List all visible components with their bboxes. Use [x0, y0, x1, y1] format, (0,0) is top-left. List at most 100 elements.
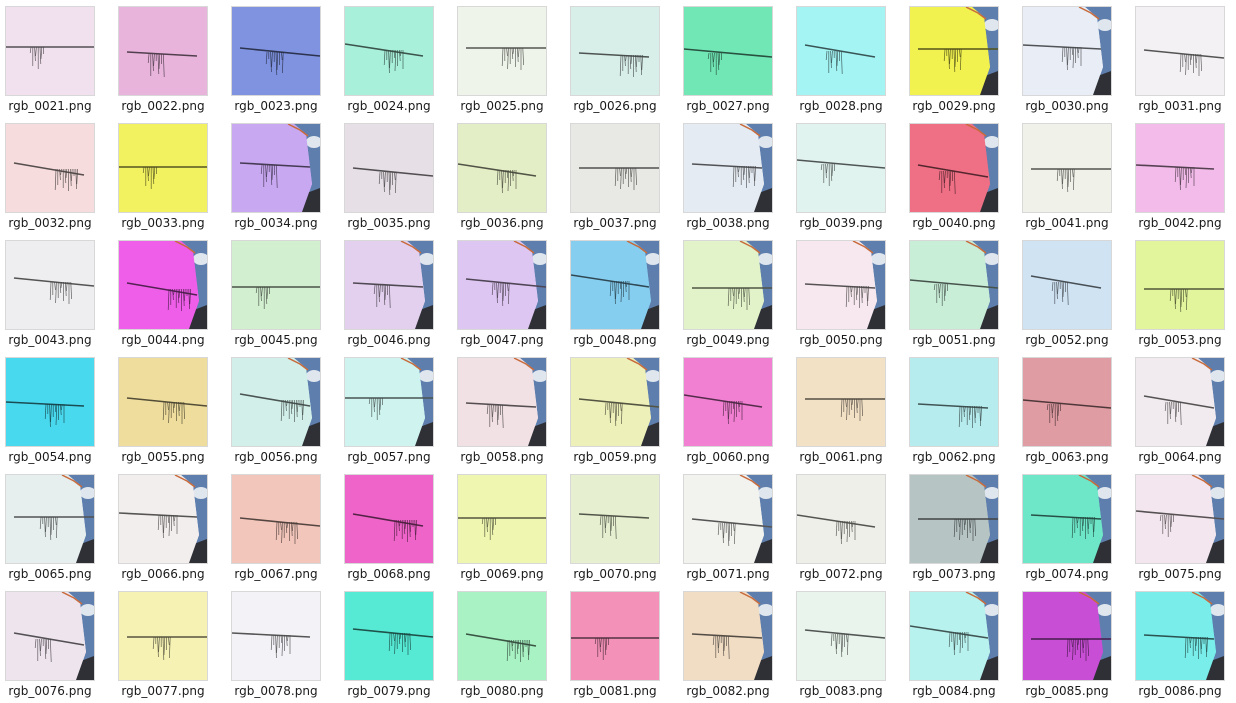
- file-item[interactable]: rgb_0079.png: [322, 591, 435, 703]
- file-thumbnail[interactable]: [344, 591, 434, 681]
- file-item[interactable]: rgb_0062.png: [887, 357, 1000, 474]
- file-item[interactable]: rgb_0084.png: [887, 591, 1000, 703]
- file-item[interactable]: rgb_0074.png: [1000, 474, 1113, 591]
- file-thumbnail[interactable]: [118, 123, 208, 213]
- file-item[interactable]: rgb_0082.png: [661, 591, 774, 703]
- file-thumbnail[interactable]: [570, 6, 660, 96]
- file-thumbnail[interactable]: [118, 240, 208, 330]
- file-thumbnail[interactable]: [683, 6, 773, 96]
- file-item[interactable]: rgb_0051.png: [887, 240, 1000, 357]
- file-thumbnail[interactable]: [1022, 474, 1112, 564]
- file-item[interactable]: rgb_0076.png: [0, 591, 96, 703]
- file-item[interactable]: rgb_0025.png: [435, 6, 548, 123]
- file-thumbnail[interactable]: [118, 474, 208, 564]
- file-item[interactable]: rgb_0060.png: [661, 357, 774, 474]
- file-thumbnail[interactable]: [1022, 357, 1112, 447]
- file-item[interactable]: rgb_0038.png: [661, 123, 774, 240]
- file-thumbnail[interactable]: [909, 6, 999, 96]
- file-item[interactable]: rgb_0069.png: [435, 474, 548, 591]
- file-thumbnail[interactable]: [1135, 240, 1225, 330]
- file-thumbnail[interactable]: [231, 357, 321, 447]
- file-thumbnail[interactable]: [231, 6, 321, 96]
- file-thumbnail[interactable]: [457, 591, 547, 681]
- file-item[interactable]: rgb_0066.png: [96, 474, 209, 591]
- file-thumbnail[interactable]: [683, 357, 773, 447]
- file-thumbnail[interactable]: [683, 123, 773, 213]
- file-thumbnail[interactable]: [570, 357, 660, 447]
- file-item[interactable]: rgb_0056.png: [209, 357, 322, 474]
- file-thumbnail[interactable]: [796, 6, 886, 96]
- file-item[interactable]: rgb_0058.png: [435, 357, 548, 474]
- file-thumbnail[interactable]: [570, 591, 660, 681]
- file-thumbnail[interactable]: [570, 123, 660, 213]
- file-thumbnail[interactable]: [1022, 591, 1112, 681]
- file-thumbnail[interactable]: [1022, 6, 1112, 96]
- file-thumbnail[interactable]: [796, 474, 886, 564]
- file-item[interactable]: rgb_0031.png: [1113, 6, 1226, 123]
- file-item[interactable]: rgb_0081.png: [548, 591, 661, 703]
- file-item[interactable]: rgb_0044.png: [96, 240, 209, 357]
- file-item[interactable]: rgb_0073.png: [887, 474, 1000, 591]
- file-thumbnail[interactable]: [1135, 591, 1225, 681]
- file-thumbnail[interactable]: [344, 240, 434, 330]
- file-thumbnail[interactable]: [796, 123, 886, 213]
- file-item[interactable]: rgb_0030.png: [1000, 6, 1113, 123]
- file-item[interactable]: rgb_0049.png: [661, 240, 774, 357]
- file-thumbnail[interactable]: [457, 357, 547, 447]
- file-item[interactable]: rgb_0077.png: [96, 591, 209, 703]
- file-item[interactable]: rgb_0028.png: [774, 6, 887, 123]
- file-thumbnail[interactable]: [796, 591, 886, 681]
- file-thumbnail[interactable]: [231, 474, 321, 564]
- file-item[interactable]: rgb_0061.png: [774, 357, 887, 474]
- file-thumbnail[interactable]: [344, 123, 434, 213]
- file-item[interactable]: rgb_0063.png: [1000, 357, 1113, 474]
- file-thumbnail[interactable]: [909, 357, 999, 447]
- file-item[interactable]: rgb_0083.png: [774, 591, 887, 703]
- file-thumbnail[interactable]: [5, 591, 95, 681]
- file-item[interactable]: rgb_0035.png: [322, 123, 435, 240]
- file-item[interactable]: rgb_0040.png: [887, 123, 1000, 240]
- file-thumbnail[interactable]: [344, 357, 434, 447]
- file-thumbnail[interactable]: [796, 357, 886, 447]
- file-thumbnail[interactable]: [457, 123, 547, 213]
- file-item[interactable]: rgb_0046.png: [322, 240, 435, 357]
- file-thumbnail[interactable]: [1022, 123, 1112, 213]
- file-item[interactable]: rgb_0041.png: [1000, 123, 1113, 240]
- file-item[interactable]: rgb_0027.png: [661, 6, 774, 123]
- file-thumbnail[interactable]: [457, 474, 547, 564]
- file-thumbnail[interactable]: [231, 123, 321, 213]
- file-thumbnail[interactable]: [118, 591, 208, 681]
- file-thumbnail[interactable]: [5, 6, 95, 96]
- file-item[interactable]: rgb_0053.png: [1113, 240, 1226, 357]
- file-thumbnail[interactable]: [796, 240, 886, 330]
- file-thumbnail[interactable]: [909, 591, 999, 681]
- file-thumbnail[interactable]: [344, 6, 434, 96]
- file-item[interactable]: rgb_0065.png: [0, 474, 96, 591]
- file-item[interactable]: rgb_0043.png: [0, 240, 96, 357]
- file-thumbnail[interactable]: [1135, 357, 1225, 447]
- file-item[interactable]: rgb_0048.png: [548, 240, 661, 357]
- file-item[interactable]: rgb_0039.png: [774, 123, 887, 240]
- file-item[interactable]: rgb_0054.png: [0, 357, 96, 474]
- file-thumbnail[interactable]: [231, 591, 321, 681]
- file-item[interactable]: rgb_0024.png: [322, 6, 435, 123]
- file-thumbnail[interactable]: [1135, 123, 1225, 213]
- file-thumbnail[interactable]: [457, 240, 547, 330]
- file-thumbnail[interactable]: [5, 240, 95, 330]
- file-item[interactable]: rgb_0050.png: [774, 240, 887, 357]
- file-item[interactable]: rgb_0032.png: [0, 123, 96, 240]
- file-item[interactable]: rgb_0057.png: [322, 357, 435, 474]
- file-thumbnail[interactable]: [570, 240, 660, 330]
- file-thumbnail[interactable]: [231, 240, 321, 330]
- file-thumbnail[interactable]: [570, 474, 660, 564]
- file-item[interactable]: rgb_0071.png: [661, 474, 774, 591]
- file-item[interactable]: rgb_0021.png: [0, 6, 96, 123]
- file-item[interactable]: rgb_0085.png: [1000, 591, 1113, 703]
- file-item[interactable]: rgb_0072.png: [774, 474, 887, 591]
- file-item[interactable]: rgb_0023.png: [209, 6, 322, 123]
- file-item[interactable]: rgb_0068.png: [322, 474, 435, 591]
- file-item[interactable]: rgb_0080.png: [435, 591, 548, 703]
- file-thumbnail[interactable]: [5, 123, 95, 213]
- file-thumbnail[interactable]: [909, 123, 999, 213]
- file-thumbnail[interactable]: [1022, 240, 1112, 330]
